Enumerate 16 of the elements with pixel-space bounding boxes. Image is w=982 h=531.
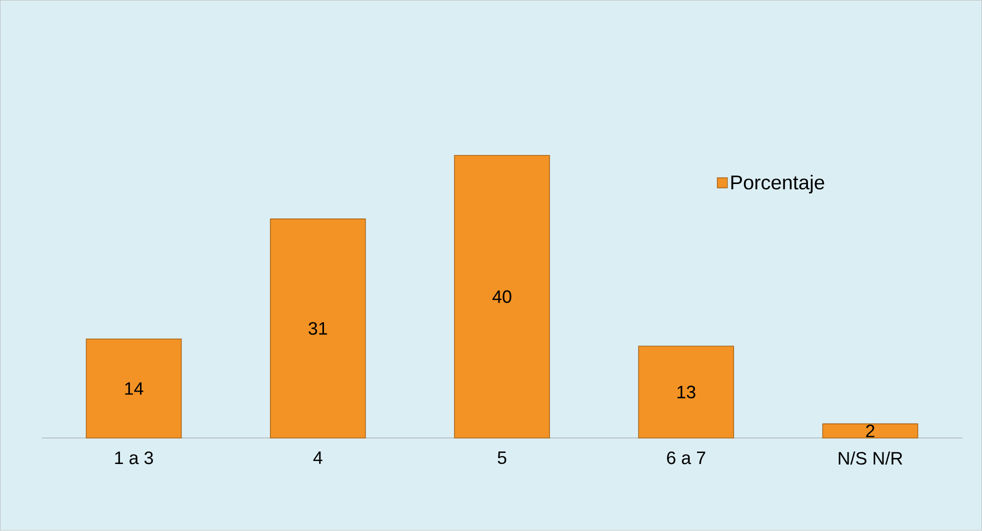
x-tick-label: 6 a 7 xyxy=(667,452,706,464)
x-tick-label: 5 xyxy=(498,452,506,464)
bar xyxy=(270,218,366,439)
bar xyxy=(86,338,182,439)
data-label: 2 xyxy=(866,424,874,438)
bar xyxy=(454,155,550,439)
x-tick-label: N/S N/R xyxy=(838,452,902,465)
x-tick-label: 4 xyxy=(313,452,322,464)
x-tick-label: 1 a 3 xyxy=(115,452,153,464)
data-label: 31 xyxy=(308,322,327,335)
legend-label: Porcentaje xyxy=(731,175,824,194)
data-label: 14 xyxy=(125,382,144,395)
data-label: 40 xyxy=(492,290,512,304)
bar xyxy=(822,424,918,439)
bar xyxy=(638,346,734,439)
data-label: 13 xyxy=(678,386,696,399)
